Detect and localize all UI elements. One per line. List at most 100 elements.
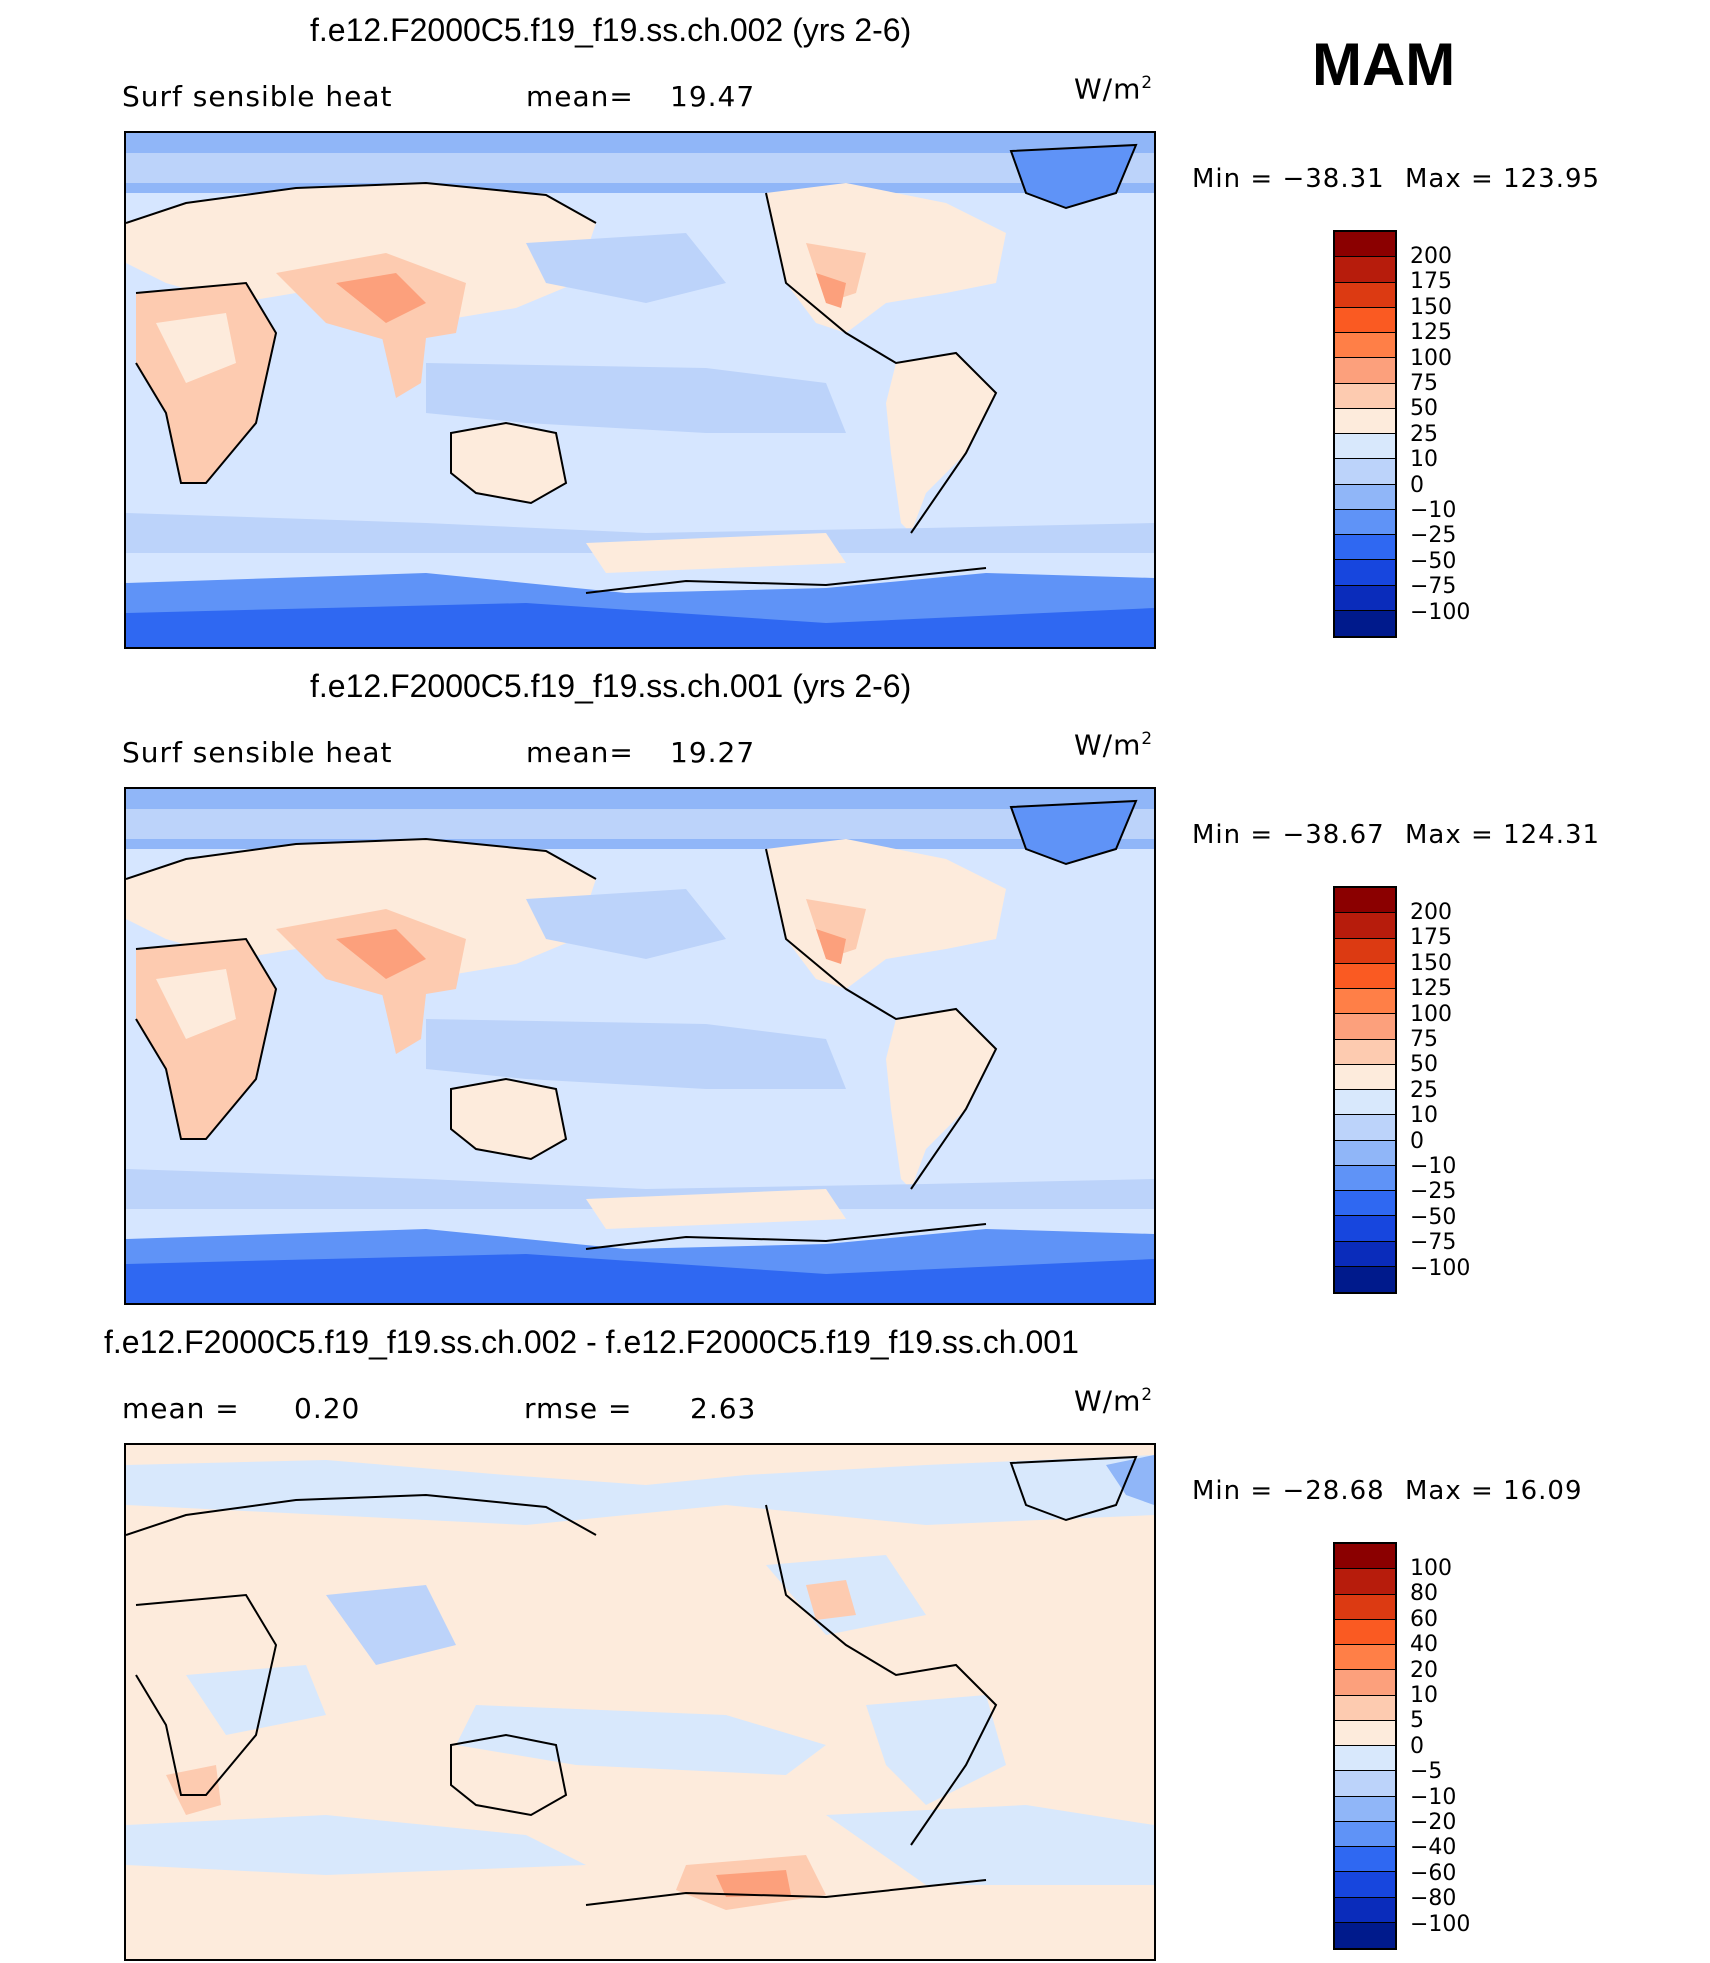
colorbar-swatch xyxy=(1335,509,1395,535)
colorbar-swatch xyxy=(1335,307,1395,333)
colorbar-tick-label: −50 xyxy=(1410,1204,1457,1230)
colorbar-swatch xyxy=(1335,1216,1395,1242)
colorbar-swatch xyxy=(1335,610,1395,636)
colorbar-swatch xyxy=(1335,1695,1395,1721)
panel-1-variable-label: Surf sensible heat xyxy=(122,80,393,113)
colorbar-swatch xyxy=(1335,1821,1395,1847)
colorbar-swatch xyxy=(1335,1746,1395,1772)
colorbar-tick-label: 25 xyxy=(1410,1077,1438,1103)
panel-1-mean-value: 19.47 xyxy=(670,80,756,113)
panel-2-units: W/m2 xyxy=(1074,728,1154,762)
colorbar-tick-label: 25 xyxy=(1410,421,1438,447)
colorbar-swatch xyxy=(1335,585,1395,611)
colorbar-swatch xyxy=(1335,1165,1395,1191)
colorbar-tick-label: 200 xyxy=(1410,244,1452,269)
colorbar-tick-label: 75 xyxy=(1410,1027,1438,1053)
colorbar-swatch xyxy=(1335,1645,1395,1671)
panel-3-rmse-value: 2.63 xyxy=(690,1392,757,1425)
colorbar-swatch xyxy=(1335,1090,1395,1116)
colorbar-swatch xyxy=(1335,888,1395,914)
colorbar-tick-label: 60 xyxy=(1410,1606,1438,1632)
panel-1-title: f.e12.F2000C5.f19_f19.ss.ch.002 (yrs 2-6… xyxy=(310,12,912,48)
colorbar-tick-label: −25 xyxy=(1410,1179,1457,1205)
colorbar-tick-label: 0 xyxy=(1410,1128,1424,1154)
colorbar-tick-label: −10 xyxy=(1410,1154,1457,1180)
colorbar-tick-label: −25 xyxy=(1410,523,1457,549)
colorbar-tick-label: 100 xyxy=(1410,345,1452,371)
panel-1-colorbar-labels: 200 175 150 125 100 75 50 25 10 0 −10 −25 −50 −75 −100 xyxy=(1410,244,1470,625)
colorbar-tick-label: 0 xyxy=(1410,1733,1424,1759)
panel-3-colorbar-labels: 100 80 60 40 20 10 5 0 −5 −10 −20 −40 −60 −80 −100 xyxy=(1410,1556,1470,1937)
colorbar-swatch xyxy=(1335,434,1395,460)
panel-1-colorbar xyxy=(1333,230,1397,638)
panel-3-mean-label: mean = xyxy=(122,1392,240,1425)
panel-3-mean-value: 0.20 xyxy=(294,1392,361,1425)
panel-1-units: W/m2 xyxy=(1074,72,1154,106)
colorbar-swatch xyxy=(1335,1064,1395,1090)
colorbar-swatch xyxy=(1335,459,1395,485)
colorbar-tick-label: 125 xyxy=(1410,976,1452,1002)
colorbar-tick-label: 175 xyxy=(1410,269,1452,295)
colorbar-tick-label: 75 xyxy=(1410,371,1438,397)
colorbar-tick-label: 20 xyxy=(1410,1657,1438,1683)
panel-3-rmse-label: rmse = xyxy=(524,1392,633,1425)
colorbar-swatch xyxy=(1335,257,1395,283)
colorbar-swatch xyxy=(1335,282,1395,308)
colorbar-tick-label: 100 xyxy=(1410,1001,1452,1027)
colorbar-tick-label: −5 xyxy=(1410,1759,1443,1785)
panel-3-title: f.e12.F2000C5.f19_f19.ss.ch.002 - f.e12.… xyxy=(104,1324,1079,1360)
colorbar-swatch xyxy=(1335,1796,1395,1822)
colorbar-swatch xyxy=(1335,1241,1395,1267)
colorbar-swatch xyxy=(1335,1544,1395,1570)
colorbar-tick-label: −60 xyxy=(1410,1860,1457,1886)
panel-2-map xyxy=(124,787,1156,1305)
colorbar-tick-label: −100 xyxy=(1410,1911,1471,1937)
colorbar-swatch xyxy=(1335,1140,1395,1166)
colorbar-swatch xyxy=(1335,383,1395,409)
colorbar-swatch xyxy=(1335,560,1395,586)
colorbar-swatch xyxy=(1335,963,1395,989)
panel-3-map xyxy=(124,1443,1156,1961)
colorbar-swatch xyxy=(1335,1014,1395,1040)
colorbar-swatch xyxy=(1335,1897,1395,1923)
colorbar-tick-label: 10 xyxy=(1410,447,1438,473)
panel-2-title: f.e12.F2000C5.f19_f19.ss.ch.001 (yrs 2-6… xyxy=(310,668,912,704)
colorbar-tick-label: 150 xyxy=(1410,950,1452,976)
colorbar-swatch xyxy=(1335,913,1395,939)
colorbar-tick-label: 175 xyxy=(1410,925,1452,951)
panel-1-max: Max = 123.95 xyxy=(1405,164,1601,194)
colorbar-swatch xyxy=(1335,1847,1395,1873)
colorbar-swatch xyxy=(1335,333,1395,359)
colorbar-swatch xyxy=(1335,1266,1395,1292)
colorbar-tick-label: 80 xyxy=(1410,1581,1438,1607)
colorbar-swatch xyxy=(1335,1720,1395,1746)
colorbar-tick-label: 10 xyxy=(1410,1683,1438,1709)
colorbar-tick-label: 125 xyxy=(1410,320,1452,346)
colorbar-tick-label: −75 xyxy=(1410,574,1457,600)
colorbar-swatch xyxy=(1335,1191,1395,1217)
colorbar-swatch xyxy=(1335,1594,1395,1620)
panel-3-max: Max = 16.09 xyxy=(1405,1476,1583,1506)
colorbar-tick-label: 200 xyxy=(1410,900,1452,925)
colorbar-swatch xyxy=(1335,408,1395,434)
colorbar-swatch xyxy=(1335,1039,1395,1065)
colorbar-swatch xyxy=(1335,1922,1395,1948)
colorbar-swatch xyxy=(1335,484,1395,510)
panel-1-mean-label: mean= xyxy=(526,80,634,113)
colorbar-tick-label: −40 xyxy=(1410,1835,1457,1861)
colorbar-tick-label: −10 xyxy=(1410,498,1457,524)
colorbar-tick-label: −10 xyxy=(1410,1784,1457,1810)
panel-2-colorbar-labels: 200 175 150 125 100 75 50 25 10 0 −10 −25 −50 −75 −100 xyxy=(1410,900,1470,1281)
colorbar-tick-label: 0 xyxy=(1410,472,1424,498)
colorbar-swatch xyxy=(1335,535,1395,561)
colorbar-tick-label: 50 xyxy=(1410,1052,1438,1078)
colorbar-tick-label: −50 xyxy=(1410,548,1457,574)
colorbar-swatch xyxy=(1335,232,1395,258)
panel-2-colorbar xyxy=(1333,886,1397,1294)
panel-1-min: Min = −38.31 xyxy=(1192,164,1385,194)
colorbar-swatch xyxy=(1335,1670,1395,1696)
colorbar-tick-label: 40 xyxy=(1410,1632,1438,1658)
panel-2-mean-label: mean= xyxy=(526,736,634,769)
colorbar-tick-label: 150 xyxy=(1410,294,1452,320)
colorbar-tick-label: −100 xyxy=(1410,599,1471,625)
